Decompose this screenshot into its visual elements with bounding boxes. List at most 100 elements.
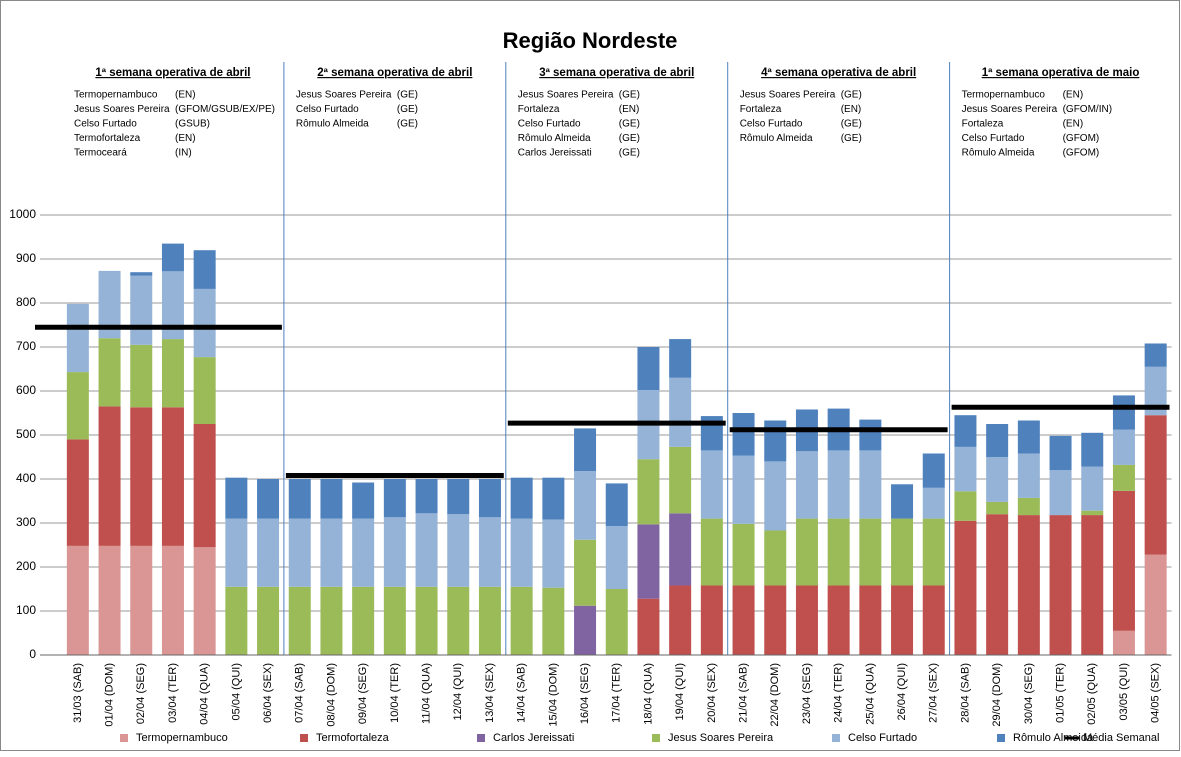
- x-tick-label: 31/03 (SAB): [72, 663, 84, 723]
- bar-segment: [827, 450, 850, 519]
- x-tick-label: 14/04 (SAB): [516, 663, 528, 723]
- bar-segment: [1112, 395, 1135, 430]
- bar-segment: [764, 420, 787, 462]
- bar-segment: [605, 589, 628, 655]
- bar-segment: [732, 413, 755, 456]
- bar-segment: [352, 482, 375, 519]
- week-item-name: Termopernambuco: [74, 90, 158, 101]
- bar-segment: [193, 250, 216, 289]
- bar-segment: [225, 518, 248, 587]
- week-item-code: (GE): [619, 148, 640, 159]
- y-tick-label: 700: [16, 339, 36, 353]
- x-tick-label: 15/04 (DOM): [547, 663, 559, 727]
- bar-segment: [1081, 466, 1104, 511]
- bar-segment: [732, 585, 755, 655]
- bar-segment: [764, 530, 787, 586]
- legend-label: Celso Furtado: [848, 732, 917, 744]
- x-tick-label: 27/04 (SEX): [928, 663, 940, 723]
- legend-label: Termofortaleza: [316, 732, 390, 744]
- week-item-code: (GE): [841, 90, 862, 101]
- legend-label: Jesus Soares Pereira: [668, 732, 774, 744]
- legend-swatch: [300, 734, 308, 742]
- week-title: 1ª semana operativa de maio: [982, 67, 1140, 79]
- week-item-name: Termopernambuco: [962, 90, 1046, 101]
- bar-segment: [288, 518, 311, 587]
- bar-segment: [66, 439, 89, 546]
- bar-segment: [954, 415, 977, 447]
- x-tick-label: 03/05 (QUI): [1118, 663, 1130, 720]
- bar-segment: [1017, 453, 1040, 498]
- bar-segment: [637, 459, 660, 525]
- bar-segment: [383, 479, 406, 518]
- bar-segment: [954, 491, 977, 521]
- week-item-code: (GE): [397, 90, 418, 101]
- bar-segment: [891, 518, 914, 586]
- bar-segment: [574, 428, 597, 472]
- x-tick-label: 24/04 (TER): [833, 663, 845, 723]
- bar-segment: [669, 339, 692, 378]
- bar-segment: [478, 479, 501, 518]
- bar-segment: [1049, 435, 1072, 471]
- bar-segment: [922, 453, 945, 488]
- week-item-name: Carlos Jereissati: [518, 148, 592, 159]
- bar-segment: [605, 483, 628, 527]
- legend-swatch: [120, 734, 128, 742]
- legend-swatch: [832, 734, 840, 742]
- bar-segment: [637, 598, 660, 655]
- bar-segment: [193, 288, 216, 358]
- bar-segment: [1144, 366, 1167, 416]
- x-tick-label: 13/04 (SEX): [484, 663, 496, 723]
- week-item-code: (EN): [841, 104, 862, 115]
- bar-segment: [637, 347, 660, 391]
- week-item-code: (IN): [175, 148, 192, 159]
- bar-segment: [98, 406, 121, 546]
- bar-segment: [447, 586, 470, 655]
- week-item-name: Rômulo Almeida: [518, 133, 591, 144]
- bar-segment: [66, 372, 89, 440]
- bar-segment: [130, 272, 153, 276]
- x-tick-label: 20/04 (SEX): [706, 663, 718, 723]
- bar-segment: [383, 517, 406, 587]
- x-tick-label: 17/04 (TER): [611, 663, 623, 723]
- week-item-code: (GFOM): [1063, 148, 1100, 159]
- x-tick-label: 18/04 (QUA): [642, 663, 654, 725]
- bar-segment: [922, 487, 945, 519]
- x-tick-label: 06/04 (SEX): [262, 663, 274, 723]
- week-item-name: Termoceará: [74, 148, 127, 159]
- bar-segment: [1081, 432, 1104, 467]
- week-item-name: Jesus Soares Pereira: [74, 104, 170, 115]
- bar-segment: [732, 523, 755, 586]
- week-item-code: (GE): [841, 119, 862, 130]
- bar-segment: [98, 338, 121, 407]
- legend-swatch: [997, 734, 1005, 742]
- x-tick-label: 11/04 (QUA): [420, 663, 432, 724]
- bar-segment: [1017, 515, 1040, 655]
- bar-segment: [827, 585, 850, 655]
- y-tick-label: 0: [29, 647, 36, 661]
- week-item-code: (EN): [1063, 90, 1084, 101]
- bar-segment: [225, 477, 248, 519]
- week-item-name: Jesus Soares Pereira: [740, 90, 836, 101]
- x-tick-label: 01/04 (DOM): [103, 663, 115, 727]
- week-item-code: (GFOM/GSUB/EX/PE): [175, 104, 275, 115]
- x-tick-label: 05/04 (QUI): [230, 663, 242, 720]
- bar-segment: [669, 585, 692, 655]
- week-item-code: (GE): [619, 133, 640, 144]
- bar-segment: [986, 514, 1009, 655]
- bar-segment: [891, 484, 914, 519]
- bar-segment: [669, 446, 692, 514]
- week-item-code: (GFOM/IN): [1063, 104, 1112, 115]
- bar-segment: [986, 424, 1009, 457]
- week-item-name: Celso Furtado: [518, 119, 581, 130]
- bar-segment: [352, 586, 375, 655]
- x-tick-label: 16/04 (SEG): [579, 663, 591, 724]
- x-tick-label: 02/05 (QUA): [1086, 663, 1098, 725]
- bar-segment: [352, 518, 375, 587]
- x-tick-label: 21/04 (SAB): [737, 663, 749, 723]
- y-tick-label: 600: [16, 383, 36, 397]
- x-tick-label: 10/04 (TER): [389, 663, 401, 723]
- y-tick-label: 900: [16, 251, 36, 265]
- x-tick-label: 07/04 (SAB): [294, 663, 306, 723]
- bar-segment: [1144, 343, 1167, 367]
